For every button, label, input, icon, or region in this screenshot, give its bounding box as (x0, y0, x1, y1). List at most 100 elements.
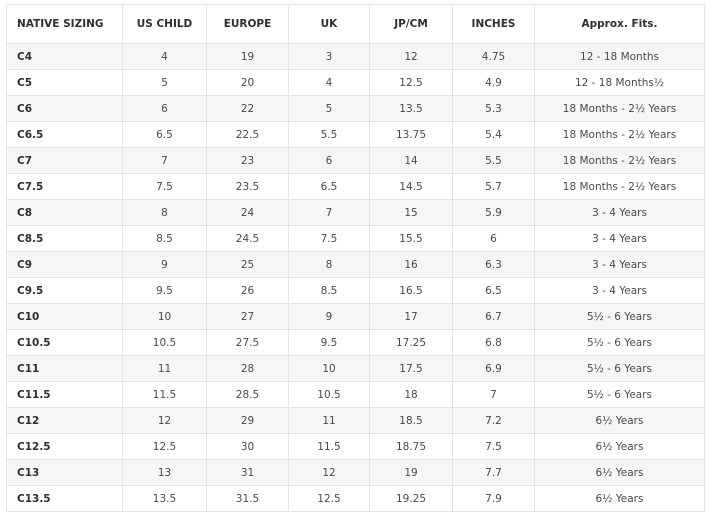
cell-jp-cm: 18 (369, 381, 453, 408)
cell-europe: 28.5 (206, 381, 289, 408)
cell-us-child: 4 (122, 43, 207, 70)
cell-native-size: C10.5 (6, 329, 123, 356)
cell-us-child: 7.5 (122, 173, 207, 200)
cell-approx-fits: 6½ Years (534, 433, 705, 460)
cell-jp-cm: 19.25 (369, 485, 453, 512)
cell-uk: 12 (288, 459, 370, 486)
cell-uk: 7 (288, 199, 370, 226)
cell-uk: 6.5 (288, 173, 370, 200)
cell-us-child: 7 (122, 147, 207, 174)
cell-jp-cm: 15.5 (369, 225, 453, 252)
cell-jp-cm: 19 (369, 459, 453, 486)
cell-europe: 28 (206, 355, 289, 382)
cell-native-size: C10 (6, 303, 123, 330)
table-row: C7.5 7.5 23.5 6.5 14.5 5.7 18 Months - 2½ Year… (6, 173, 705, 200)
cell-jp-cm: 13.5 (369, 95, 453, 122)
cell-uk: 5.5 (288, 121, 370, 148)
table-row: C10.5 10.5 27.5 9.5 17.25 6.8 5½ - 6 Years (6, 329, 705, 356)
cell-us-child: 10.5 (122, 329, 207, 356)
cell-native-size: C9.5 (6, 277, 123, 304)
cell-approx-fits: 18 Months - 2½ Years (534, 147, 705, 174)
cell-inches: 5.7 (452, 173, 535, 200)
cell-uk: 9.5 (288, 329, 370, 356)
cell-jp-cm: 17.25 (369, 329, 453, 356)
cell-jp-cm: 16 (369, 251, 453, 278)
table-row: C11.5 11.5 28.5 10.5 18 7 5½ - 6 Years (6, 381, 705, 408)
cell-inches: 7.5 (452, 433, 535, 460)
table-row: C12.5 12.5 30 11.5 18.75 7.5 6½ Years (6, 433, 705, 460)
cell-jp-cm: 12.5 (369, 69, 453, 96)
cell-europe: 27.5 (206, 329, 289, 356)
cell-europe: 22 (206, 95, 289, 122)
header-native-sizing: NATIVE SIZING (6, 4, 123, 44)
table-row: C11 11 28 10 17.5 6.9 5½ - 6 Years (6, 355, 705, 382)
cell-europe: 30 (206, 433, 289, 460)
cell-inches: 5.3 (452, 95, 535, 122)
table-row: C4 4 19 3 12 4.75 12 - 18 Months (6, 43, 705, 70)
cell-us-child: 13.5 (122, 485, 207, 512)
cell-europe: 29 (206, 407, 289, 434)
table-row: C13.5 13.5 31.5 12.5 19.25 7.9 6½ Years (6, 485, 705, 512)
table-row: C7 7 23 6 14 5.5 18 Months - 2½ Years (6, 147, 705, 174)
cell-jp-cm: 14 (369, 147, 453, 174)
cell-uk: 9 (288, 303, 370, 330)
cell-inches: 6 (452, 225, 535, 252)
cell-us-child: 9.5 (122, 277, 207, 304)
table-row: C6 6 22 5 13.5 5.3 18 Months - 2½ Years (6, 95, 705, 122)
cell-inches: 6.3 (452, 251, 535, 278)
header-uk: UK (288, 4, 370, 44)
cell-inches: 6.7 (452, 303, 535, 330)
cell-native-size: C6.5 (6, 121, 123, 148)
cell-native-size: C8.5 (6, 225, 123, 252)
table-row: C12 12 29 11 18.5 7.2 6½ Years (6, 407, 705, 434)
cell-uk: 3 (288, 43, 370, 70)
cell-us-child: 12.5 (122, 433, 207, 460)
cell-us-child: 8.5 (122, 225, 207, 252)
cell-inches: 7.9 (452, 485, 535, 512)
cell-approx-fits: 5½ - 6 Years (534, 329, 705, 356)
cell-uk: 11.5 (288, 433, 370, 460)
cell-us-child: 6 (122, 95, 207, 122)
cell-europe: 25 (206, 251, 289, 278)
cell-europe: 22.5 (206, 121, 289, 148)
cell-us-child: 10 (122, 303, 207, 330)
cell-approx-fits: 3 - 4 Years (534, 277, 705, 304)
table-row: C5 5 20 4 12.5 4.9 12 - 18 Months½ (6, 69, 705, 96)
cell-inches: 7 (452, 381, 535, 408)
cell-us-child: 6.5 (122, 121, 207, 148)
cell-approx-fits: 6½ Years (534, 485, 705, 512)
cell-jp-cm: 14.5 (369, 173, 453, 200)
cell-inches: 4.9 (452, 69, 535, 96)
cell-jp-cm: 18.5 (369, 407, 453, 434)
cell-approx-fits: 6½ Years (534, 459, 705, 486)
cell-us-child: 5 (122, 69, 207, 96)
cell-approx-fits: 18 Months - 2½ Years (534, 95, 705, 122)
cell-us-child: 8 (122, 199, 207, 226)
cell-jp-cm: 15 (369, 199, 453, 226)
table-row: C9.5 9.5 26 8.5 16.5 6.5 3 - 4 Years (6, 277, 705, 304)
cell-native-size: C12 (6, 407, 123, 434)
cell-native-size: C7.5 (6, 173, 123, 200)
cell-inches: 5.9 (452, 199, 535, 226)
cell-native-size: C5 (6, 69, 123, 96)
header-us-child: US CHILD (122, 4, 207, 44)
cell-approx-fits: 12 - 18 Months½ (534, 69, 705, 96)
table-row: C10 10 27 9 17 6.7 5½ - 6 Years (6, 303, 705, 330)
cell-inches: 6.9 (452, 355, 535, 382)
cell-native-size: C12.5 (6, 433, 123, 460)
cell-native-size: C13 (6, 459, 123, 486)
cell-uk: 8 (288, 251, 370, 278)
cell-native-size: C8 (6, 199, 123, 226)
cell-inches: 5.5 (452, 147, 535, 174)
cell-approx-fits: 18 Months - 2½ Years (534, 173, 705, 200)
cell-uk: 11 (288, 407, 370, 434)
cell-jp-cm: 12 (369, 43, 453, 70)
table-row: C13 13 31 12 19 7.7 6½ Years (6, 459, 705, 486)
cell-jp-cm: 17.5 (369, 355, 453, 382)
cell-uk: 8.5 (288, 277, 370, 304)
cell-approx-fits: 12 - 18 Months (534, 43, 705, 70)
cell-europe: 27 (206, 303, 289, 330)
cell-native-size: C6 (6, 95, 123, 122)
cell-approx-fits: 5½ - 6 Years (534, 355, 705, 382)
cell-native-size: C11 (6, 355, 123, 382)
